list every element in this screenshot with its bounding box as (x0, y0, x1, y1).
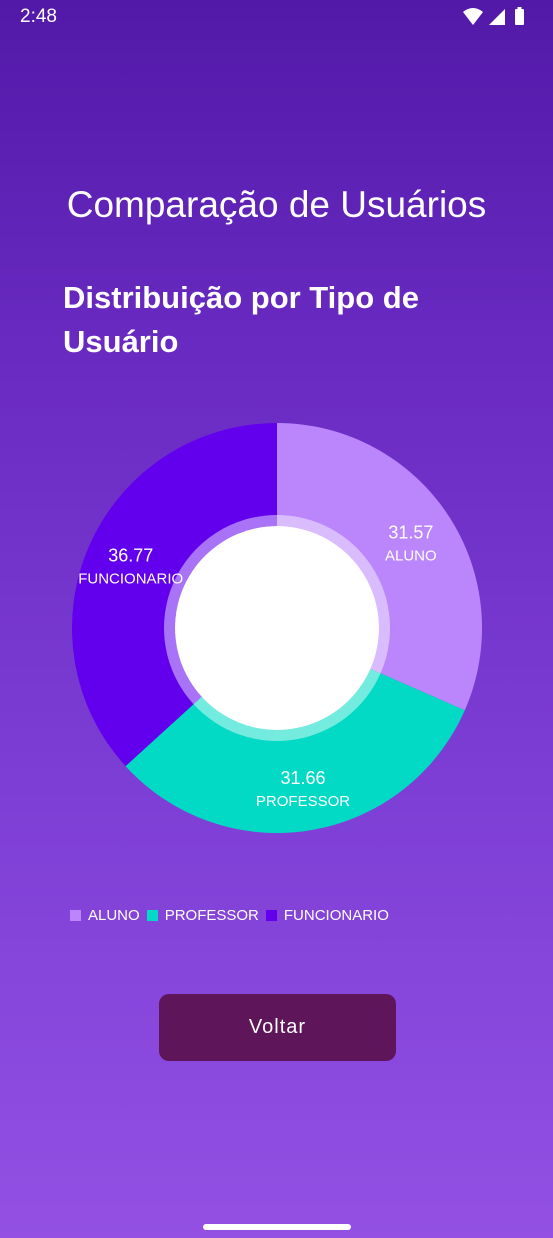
slice-label-funcionario: FUNCIONARIO (78, 570, 183, 587)
signal-icon (489, 9, 505, 25)
slice-value-professor: 31.66 (280, 768, 325, 788)
chart-title: Distribuição por Tipo de Usuário (63, 276, 503, 364)
donut-chart: 31.57 ALUNO 31.66 PROFESSOR 36.77 FUNCIONARIO (0, 400, 553, 860)
legend-swatch (147, 910, 158, 921)
legend-label: PROFESSOR (165, 907, 259, 924)
slice-value-funcionario: 36.77 (108, 545, 153, 565)
back-button[interactable]: Voltar (159, 994, 396, 1061)
legend-swatch (70, 910, 81, 921)
chart-center-hole (175, 526, 379, 730)
home-indicator (203, 1224, 351, 1230)
status-time: 2:48 (20, 6, 57, 28)
legend-item-professor: PROFESSOR (147, 907, 259, 924)
status-bar: 2:48 (0, 0, 553, 34)
legend-item-funcionario: FUNCIONARIO (266, 907, 389, 924)
legend-label: FUNCIONARIO (284, 907, 389, 924)
legend-swatch (266, 910, 277, 921)
page-title: Comparação de Usuários (0, 184, 553, 226)
status-icons (461, 6, 531, 28)
wifi-icon (463, 8, 483, 25)
chart-legend: ALUNO PROFESSOR FUNCIONARIO (70, 904, 396, 926)
slice-label-aluno: ALUNO (385, 548, 437, 565)
legend-label: ALUNO (88, 907, 140, 924)
battery-icon (515, 7, 524, 25)
slice-value-aluno: 31.57 (388, 523, 433, 543)
slice-label-professor: PROFESSOR (256, 793, 350, 810)
legend-item-aluno: ALUNO (70, 907, 140, 924)
